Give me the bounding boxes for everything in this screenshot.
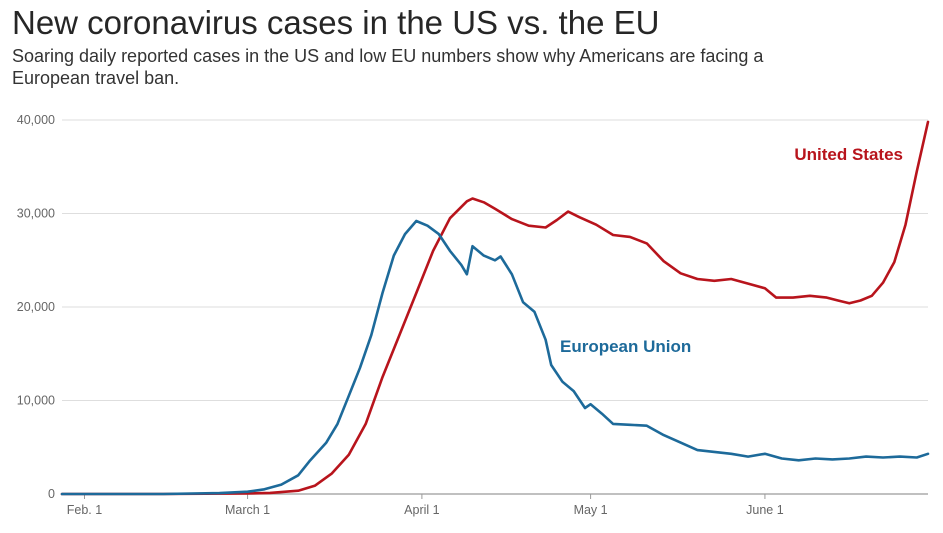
series-line-united-states — [60, 120, 930, 496]
x-axis: Feb. 1 March 1 April 1 May 1 June 1 — [67, 494, 784, 517]
y-tick-label: 0 — [48, 487, 55, 501]
x-tick-label: June 1 — [746, 503, 784, 517]
gridlines — [62, 119, 928, 495]
y-tick-label: 30,000 — [17, 207, 55, 221]
y-tick-label: 20,000 — [17, 300, 55, 314]
y-axis: 0 10,000 20,000 30,000 40,000 — [17, 113, 55, 501]
series-labels: United States European Union — [560, 145, 903, 356]
series-line-european-union — [60, 219, 930, 496]
series-label-united-states: United States — [794, 145, 903, 164]
chart-title: New coronavirus cases in the US vs. the … — [12, 4, 660, 41]
x-tick-label: Feb. 1 — [67, 503, 102, 517]
x-tick-label: April 1 — [404, 503, 439, 517]
y-tick-label: 40,000 — [17, 113, 55, 127]
x-tick-label: March 1 — [225, 503, 270, 517]
y-tick-label: 10,000 — [17, 394, 55, 408]
chart-subtitle: Soaring daily reported cases in the US a… — [12, 46, 764, 88]
series-lines — [60, 120, 930, 496]
series-label-european-union: European Union — [560, 337, 691, 356]
x-tick-label: May 1 — [574, 503, 608, 517]
